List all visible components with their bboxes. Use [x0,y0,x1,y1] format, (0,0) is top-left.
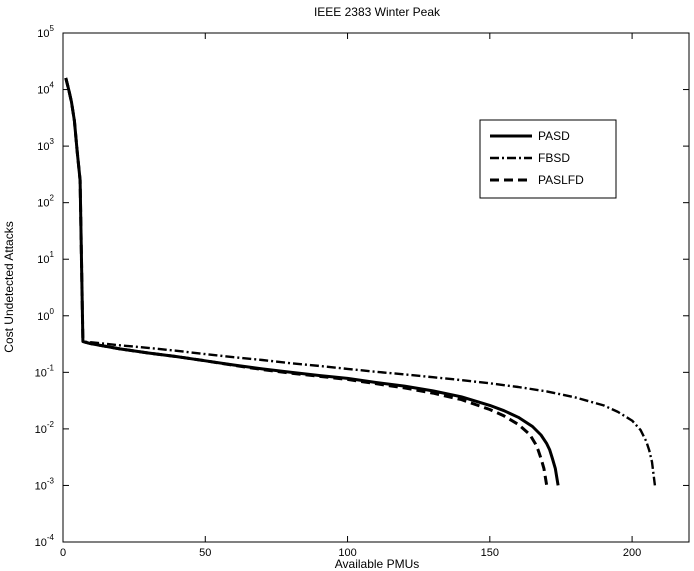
y-tick-exponent: 2 [50,194,55,203]
y-tick-base: 10 [37,28,49,40]
y-tick-exponent: -3 [47,476,55,485]
y-tick-label: 10-2 [35,420,55,436]
chart-title: IEEE 2383 Winter Peak [314,5,441,19]
y-tick-exponent: 4 [50,81,55,90]
y-tick-exponent: 0 [50,307,55,316]
y-tick-base: 10 [35,424,47,436]
y-tick-exponent: -2 [47,420,55,429]
y-tick-label: 103 [37,137,54,153]
series-line-paslfd [64,77,549,486]
legend-label-fbsd: FBSD [538,151,570,165]
y-tick-exponent: -4 [47,533,55,542]
y-tick-exponent: 1 [50,250,55,259]
legend-label-pasd: PASD [538,129,570,143]
x-tick-label: 150 [481,547,499,559]
x-axis-label: Available PMUs [335,557,419,571]
y-tick-base: 10 [37,311,49,323]
y-tick-label: 10-1 [35,363,55,379]
legend-label-paslfd: PASLFD [538,173,584,187]
plot-frame [62,32,690,543]
y-tick-exponent: -1 [47,363,55,372]
y-tick-label: 100 [37,307,54,323]
y-tick-label: 102 [37,194,54,210]
y-tick-label: 10-3 [35,476,55,492]
x-tick-label: 50 [199,547,211,559]
legend: PASD FBSD PASLFD [479,119,617,199]
y-tick-base: 10 [35,480,47,492]
y-tick-label: 101 [37,250,54,266]
y-tick-base: 10 [35,367,47,379]
y-tick-label: 10-4 [35,533,55,549]
x-tick-label: 0 [60,547,66,559]
y-tick-label: 105 [37,24,54,40]
y-tick-label: 104 [37,81,54,97]
y-tick-base: 10 [35,537,47,549]
y-tick-base: 10 [37,198,49,210]
y-tick-exponent: 3 [50,137,55,146]
y-tick-exponent: 5 [50,24,55,33]
plot-area: 0 50 100 150 20010-410-310-210-1100101102103… [35,24,690,559]
y-axis-label: Cost Undetected Attacks [2,221,16,352]
x-tick-label: 200 [623,547,641,559]
y-tick-base: 10 [37,141,49,153]
y-tick-base: 10 [37,254,49,266]
y-tick-base: 10 [37,85,49,97]
x-tick-label: 100 [338,547,356,559]
